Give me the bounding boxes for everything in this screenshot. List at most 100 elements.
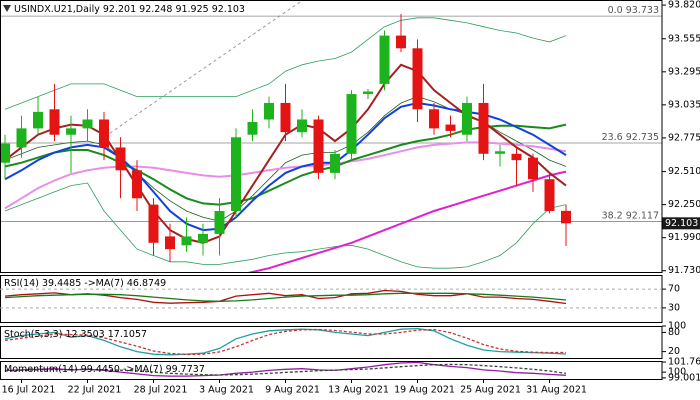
candle-body xyxy=(297,119,307,133)
price-box xyxy=(662,217,700,230)
y-tick-label: 100 xyxy=(668,321,686,332)
y-tick-label: 80 xyxy=(668,327,680,338)
candle-body xyxy=(264,102,274,120)
price-panel: 0.0 93.733 23.6 92.735 38.2 92.117 xyxy=(0,5,662,272)
indicator-line xyxy=(4,101,567,232)
trend-line xyxy=(99,1,301,141)
y-tick-label: 92.775 xyxy=(668,132,700,143)
x-tick-label: 31 Aug 2021 xyxy=(526,385,587,396)
x-tick-label: 13 Aug 2021 xyxy=(328,385,389,396)
candle-body xyxy=(313,119,324,173)
candle-body xyxy=(330,153,340,173)
indicator-line xyxy=(4,182,567,269)
x-tick-label: 19 Aug 2021 xyxy=(394,385,455,396)
candle-body xyxy=(445,124,456,131)
candle-body xyxy=(148,204,159,243)
close: 92.103 xyxy=(212,4,245,15)
indicator-frame xyxy=(0,275,663,323)
y-tick-label: 91.730 xyxy=(668,265,700,276)
y-tick-label: 92.510 xyxy=(668,166,700,177)
series-name: ->MA(7) xyxy=(123,364,163,375)
indicator-line xyxy=(248,170,567,272)
candle-body xyxy=(181,236,192,246)
indicator-name: Momentum(14) xyxy=(4,364,78,375)
series-last-value: 99.4450 xyxy=(81,364,120,375)
candle-body xyxy=(429,109,439,129)
series-last-value: 46.8749 xyxy=(127,278,166,289)
y-tick-label: 93.295 xyxy=(668,66,700,77)
candle-body xyxy=(82,119,93,129)
x-tick-label: 22 Jul 2021 xyxy=(68,385,122,396)
series-last-value: 12.3503 xyxy=(65,329,104,340)
level-value: 92.735 xyxy=(626,131,659,142)
x-tick-label: 9 Aug 2021 xyxy=(265,385,320,396)
indicator-line xyxy=(4,361,567,377)
candle-body xyxy=(132,170,142,199)
indicator-title: RSI(14) 39.4485 ->MA(7) 46.8749 xyxy=(4,278,166,289)
indicator-line xyxy=(4,141,567,210)
header-icon xyxy=(3,5,11,12)
panel-frame xyxy=(0,0,663,273)
y-tick-label: 92.250 xyxy=(668,199,700,210)
candle-body xyxy=(231,137,241,211)
candle-body xyxy=(115,147,126,171)
indicator-frame xyxy=(0,326,663,359)
symbol: USINDX.U21,Daily xyxy=(14,4,100,15)
candle-body xyxy=(198,233,208,243)
candle-body xyxy=(280,102,291,133)
candle-body xyxy=(66,128,76,135)
y-tick-label: 99.0017 xyxy=(668,372,700,383)
candle-body xyxy=(528,157,538,180)
candle-body xyxy=(561,210,571,224)
series-last-value: 39.4485 xyxy=(42,278,81,289)
indicator-line xyxy=(4,17,567,110)
y-tick-label: 101.7667 xyxy=(668,357,700,368)
price-box-label: 92.103 xyxy=(665,218,698,229)
indicator-title: Momentum(14) 99.4450 ->MA(7) 99.7737 xyxy=(4,364,205,375)
candle-body xyxy=(544,179,555,211)
indicator-line xyxy=(4,123,567,206)
y-tick-label: 30 xyxy=(668,302,680,313)
x-tick-label: 3 Aug 2021 xyxy=(199,385,254,396)
series-last-value: 17.1057 xyxy=(108,329,147,340)
indicator-frame xyxy=(0,361,663,380)
candle-body xyxy=(49,109,60,135)
series-last-value: 99.7737 xyxy=(166,364,205,375)
candle-body xyxy=(16,128,27,148)
high: 92.248 xyxy=(139,4,172,15)
candle-body xyxy=(33,111,43,129)
candle-body xyxy=(165,236,175,250)
level-value: 92.117 xyxy=(626,210,659,221)
candle-body xyxy=(396,35,406,49)
y-tick-label: 93.555 xyxy=(668,33,700,44)
x-tick-label: 25 Aug 2021 xyxy=(460,385,521,396)
candle-body xyxy=(0,143,10,163)
level-label: 38.2 92.117 xyxy=(602,210,659,221)
indicator-line xyxy=(4,328,567,356)
indicator-name: RSI(14) xyxy=(4,278,39,289)
y-tick-label: 93.035 xyxy=(668,99,700,110)
candle-body xyxy=(412,48,423,110)
y-tick-label: 70 xyxy=(668,284,680,295)
low: 91.925 xyxy=(175,4,208,15)
level-name: 38.2 xyxy=(602,210,623,221)
y-tick-label: 93.820 xyxy=(668,0,700,11)
indicator-line xyxy=(4,327,567,356)
candle-body xyxy=(462,102,472,135)
candle-body xyxy=(346,94,357,154)
candle-body xyxy=(363,91,373,95)
x-tick-label: 16 Jul 2021 xyxy=(2,385,56,396)
candle-body xyxy=(511,153,522,161)
candle-body xyxy=(99,119,109,148)
candle-body xyxy=(379,35,390,84)
series-name: ->MA(7) xyxy=(84,278,124,289)
level-label: 23.6 92.735 xyxy=(602,131,659,142)
candle-body xyxy=(214,210,225,234)
level-value: 93.733 xyxy=(626,5,659,16)
level-name: 0.0 xyxy=(608,5,623,16)
open: 92.201 xyxy=(103,4,136,15)
candle-body xyxy=(478,102,489,154)
y-tick-label: 100 xyxy=(668,367,686,378)
